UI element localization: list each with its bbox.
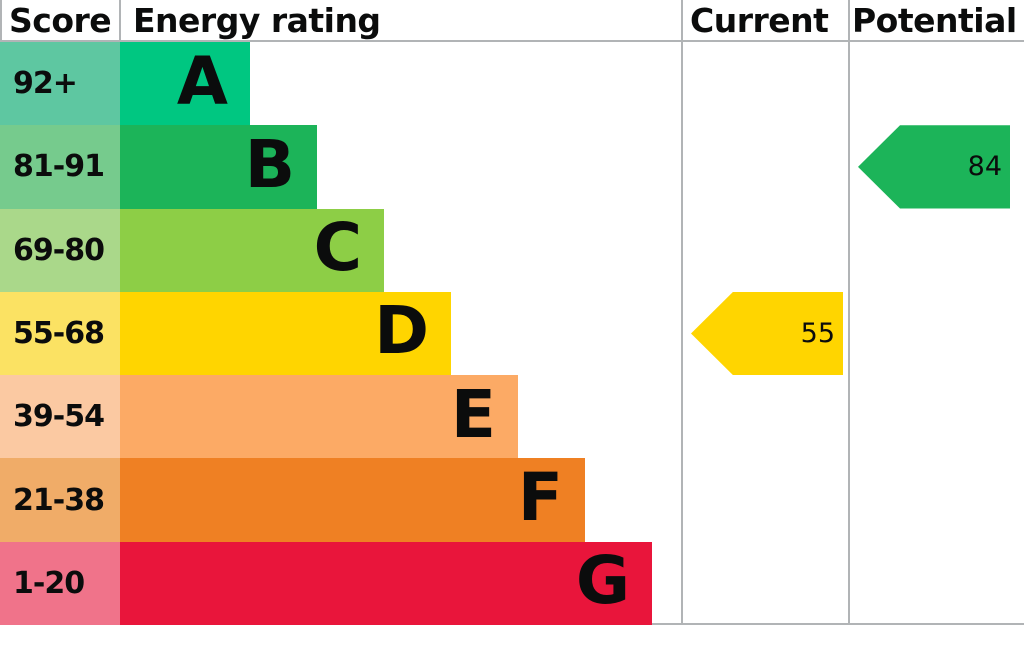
band-bar-F: F xyxy=(120,458,585,542)
band-bar-A: A xyxy=(120,42,250,126)
band-letter-B: B xyxy=(244,125,295,203)
score-range-B: 81-91 xyxy=(0,125,120,209)
band-letter-D: D xyxy=(374,292,429,370)
band-bar-G: G xyxy=(120,541,652,625)
current-rating-arrow: 55 xyxy=(691,291,843,376)
potential-rating-arrow: 84 xyxy=(858,125,1010,209)
band-letter-A: A xyxy=(176,42,228,120)
current-rating-value: 55 xyxy=(800,317,835,349)
score-range-A: 92+ xyxy=(0,42,120,126)
column-header-energy-rating: Energy rating xyxy=(133,1,381,40)
score-rating-divider-line xyxy=(119,0,121,40)
band-bar-D: D xyxy=(120,291,451,376)
band-letter-F: F xyxy=(517,459,563,537)
score-range-C: 69-80 xyxy=(0,208,120,292)
potential-column-left-border xyxy=(848,0,850,625)
band-letter-C: C xyxy=(313,209,362,287)
column-header-score: Score xyxy=(9,1,112,40)
score-range-E: 39-54 xyxy=(0,375,120,459)
current-column-left-border xyxy=(681,0,683,625)
band-bar-E: E xyxy=(120,375,518,459)
score-range-G: 1-20 xyxy=(0,541,120,625)
score-range-D: 55-68 xyxy=(0,291,120,376)
score-range-F: 21-38 xyxy=(0,458,120,542)
band-bar-B: B xyxy=(120,125,317,209)
band-letter-E: E xyxy=(450,375,496,453)
band-letter-G: G xyxy=(575,542,630,620)
column-header-potential: Potential xyxy=(852,1,1017,40)
header-divider-line xyxy=(0,40,1024,42)
potential-rating-value: 84 xyxy=(967,151,1002,183)
column-header-current: Current xyxy=(690,1,829,40)
band-bar-C: C xyxy=(120,208,384,292)
